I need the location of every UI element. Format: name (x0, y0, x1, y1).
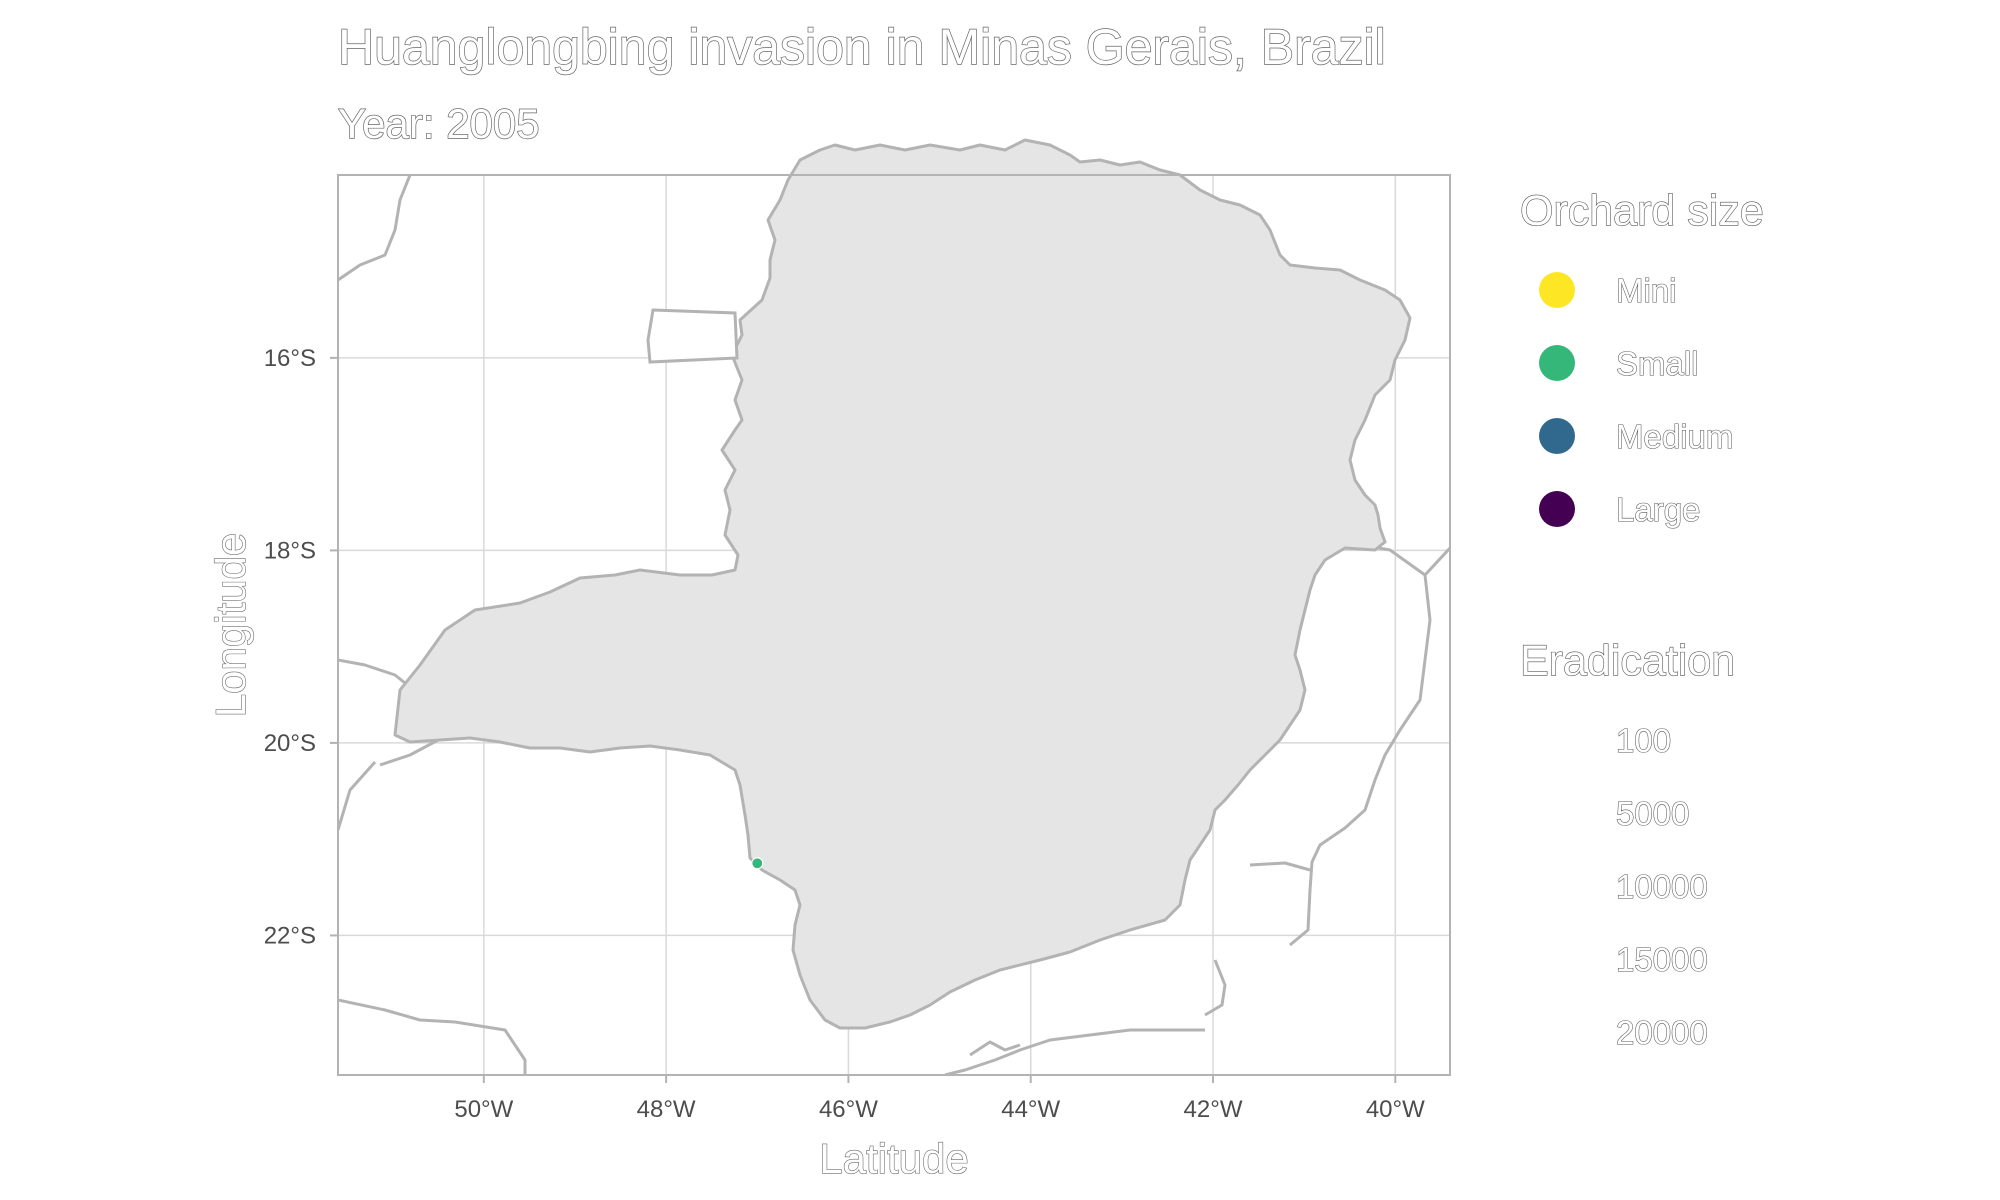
border-line (338, 998, 527, 1075)
border-line (944, 1028, 1205, 1075)
border-line (1249, 861, 1311, 872)
y-tick-label: 20°S (264, 730, 316, 757)
x-tick-label: 50°W (454, 1096, 513, 1123)
legend-eradication: Eradication 100 5000 10000 15000 20000 (1519, 636, 1735, 1051)
x-tick-label: 44°W (1001, 1096, 1060, 1123)
legend-size-swatch (1539, 272, 1575, 308)
legend-eradication-label: 10000 (1616, 868, 1708, 905)
border-line (338, 761, 377, 831)
legend-size-label: Large (1616, 491, 1700, 528)
legend-eradication-label: 5000 (1616, 795, 1689, 832)
y-axis-label: Longitude (207, 533, 254, 718)
y-tick-label: 16°S (264, 345, 316, 372)
legend-size-label: Small (1616, 345, 1699, 382)
legend-size-swatch (1539, 491, 1575, 527)
x-axis-label: Latitude (819, 1135, 968, 1182)
legend-size-label: Mini (1616, 272, 1677, 309)
legend-size-swatch (1539, 418, 1575, 454)
x-tick-label: 40°W (1366, 1096, 1425, 1123)
legend-eradication-label: 20000 (1616, 1014, 1708, 1051)
border-line (1289, 574, 1432, 947)
legend-orchard-size: Orchard size Mini Small Medium Large (1519, 186, 1764, 529)
map-panel (337, 138, 1451, 1076)
border-line (1204, 959, 1227, 1017)
legend-eradication-label: 100 (1616, 722, 1671, 759)
federal-district (646, 308, 739, 364)
legend-size-label: Medium (1616, 418, 1733, 455)
x-tick-label: 42°W (1184, 1096, 1243, 1123)
legend-size-entries: Mini Small Medium Large (1539, 271, 1734, 529)
map-subtitle: Year: 2005 (338, 100, 540, 147)
map-title: Huanglongbing invasion in Minas Gerais, … (338, 19, 1386, 75)
y-axis-ticks: 16°S 18°S 20°S 22°S (264, 345, 338, 949)
legend-eradication-title: Eradication (1520, 637, 1735, 685)
legend-eradication-label: 15000 (1616, 941, 1708, 978)
x-tick-label: 46°W (819, 1096, 878, 1123)
y-tick-label: 22°S (264, 922, 316, 949)
border-line (338, 175, 412, 282)
legend-eradication-entries: 100 5000 10000 15000 20000 (1615, 721, 1708, 1051)
x-tick-label: 48°W (637, 1096, 696, 1123)
panel-frame (337, 174, 1451, 1076)
legend-size-swatch (1539, 345, 1575, 381)
neighbor-borders (338, 175, 1450, 1075)
border-line (969, 1040, 1021, 1057)
x-axis-ticks: 50°W 48°W 46°W 44°W 42°W 40°W (454, 1075, 1425, 1123)
orchard-points (751, 857, 764, 870)
orchard-point (751, 857, 764, 870)
y-tick-label: 18°S (264, 537, 316, 564)
legend-size-title: Orchard size (1520, 187, 1764, 235)
